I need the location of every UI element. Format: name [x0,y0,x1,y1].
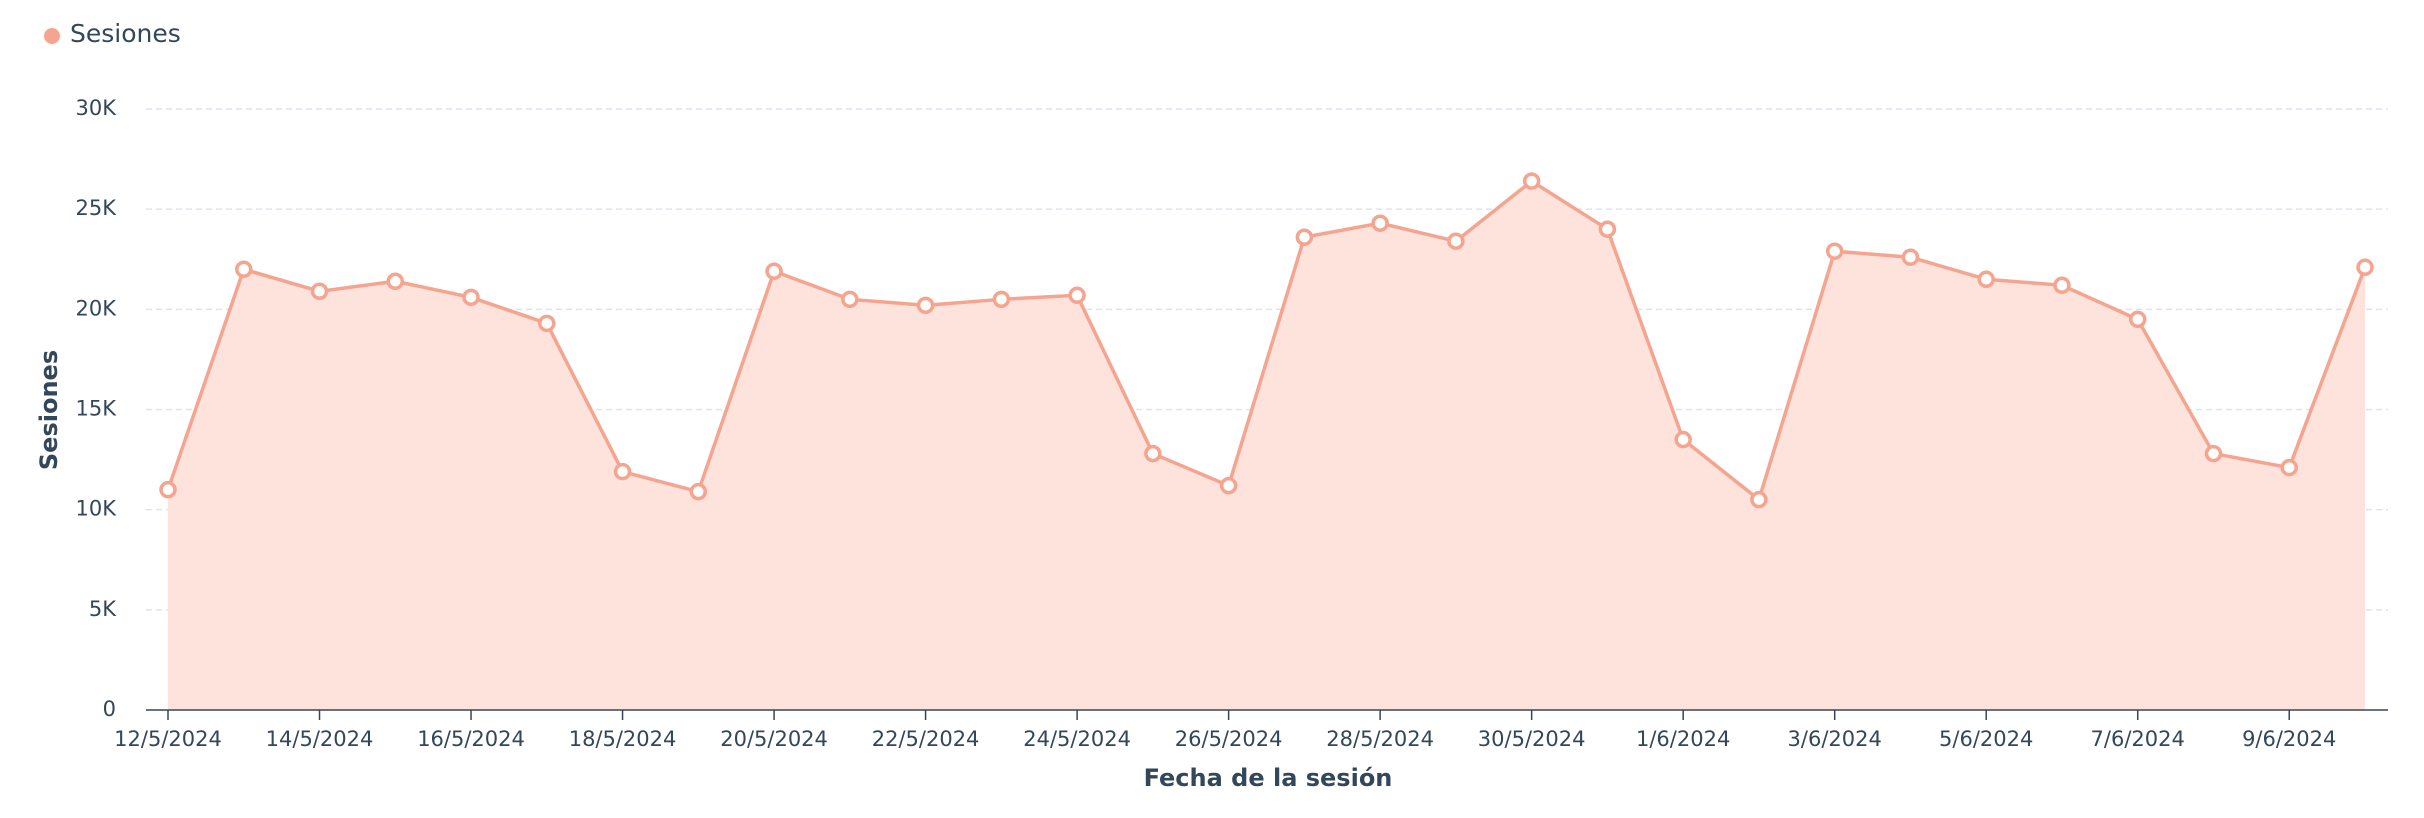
point [689,482,708,501]
legend-marker [44,28,60,44]
point [1750,490,1768,509]
area [168,181,2365,710]
y-axis-title: Sesiones [35,350,63,470]
x-tick-label: 12/5/2024 [114,727,222,751]
point [1522,172,1541,190]
x-tick-label: 22/5/2024 [872,727,980,751]
point [1295,228,1314,246]
point [462,288,480,307]
x-tick-label: 16/5/2024 [417,727,525,751]
x-tick-label: 20/5/2024 [720,727,828,751]
x-tick-label: 5/6/2024 [1939,727,2033,751]
point [1068,286,1086,305]
point [1447,232,1465,250]
point [1825,242,1844,260]
legend-label: Sesiones [70,19,181,48]
x-tick-label: 9/6/2024 [2242,727,2336,751]
y-tick-label: 5K [89,597,117,621]
point [1977,270,1995,289]
point [841,290,859,309]
y-tick-label: 20K [76,296,118,320]
point [2128,310,2147,329]
x-tick-label: 28/5/2024 [1326,727,1434,751]
x-tick-label: 14/5/2024 [266,727,374,751]
x-axis-title: Fecha de la sesión [1144,764,1393,792]
point [538,314,556,333]
point [992,290,1011,309]
point [613,462,632,481]
y-tick-label: 25K [76,196,118,220]
x-tick-label: 7/6/2024 [2091,727,2185,751]
point [1674,430,1692,449]
point [1219,476,1238,495]
y-tick-label: 30K [76,96,118,120]
y-tick-label: 0 [103,697,116,721]
point [1901,248,1920,266]
point [1371,214,1389,232]
point [159,480,177,499]
point [916,296,935,315]
point [2204,444,2223,463]
point [2356,258,2374,277]
x-tick-label: 1/6/2024 [1636,727,1730,751]
point [765,262,783,281]
point [310,282,329,301]
point [386,272,405,291]
line [166,178,2367,503]
y-tick-label: 15K [76,397,118,421]
point [235,260,253,279]
point [2280,458,2298,477]
x-tick-label: 3/6/2024 [1788,727,1882,751]
point [1598,220,1617,238]
x-tick-label: 18/5/2024 [569,727,677,751]
point [2053,276,2071,295]
point [1144,444,1162,463]
y-tick-label: 10K [76,497,118,521]
x-tick-label: 30/5/2024 [1478,727,1586,751]
x-tick-label: 26/5/2024 [1175,727,1283,751]
x-tick-label: 24/5/2024 [1023,727,1131,751]
